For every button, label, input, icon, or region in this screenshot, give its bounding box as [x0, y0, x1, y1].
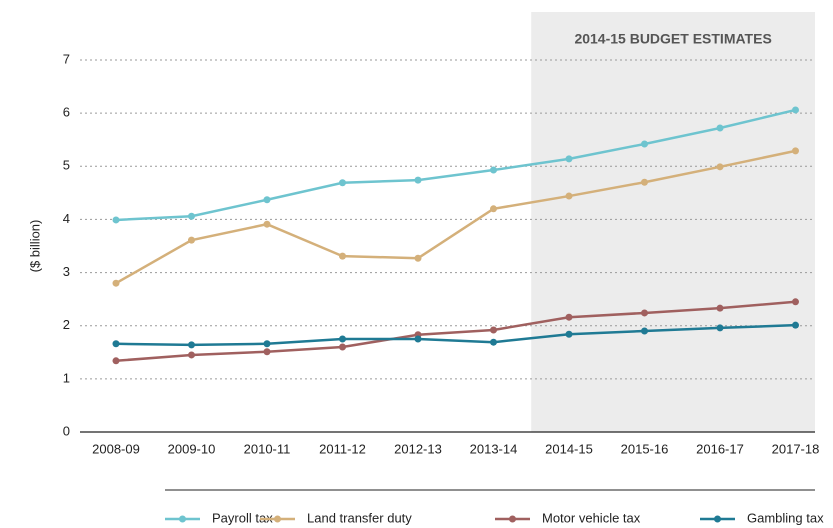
x-tick-label: 2008-09 [92, 441, 140, 456]
data-point [716, 324, 724, 332]
data-point [263, 340, 271, 348]
data-point [565, 155, 573, 163]
data-point [792, 106, 799, 114]
data-point [565, 313, 573, 321]
legend-marker [714, 515, 721, 523]
annotation: 2014-15 BUDGET ESTIMATES [574, 31, 771, 47]
y-tick-label: 2 [63, 317, 70, 332]
legend-marker [274, 515, 281, 523]
legend-item: Motor vehicle tax [495, 510, 641, 525]
legend-item: Payroll tax [165, 510, 273, 525]
series-line [115, 323, 796, 347]
y-tick-label: 4 [63, 211, 70, 226]
data-point [565, 330, 573, 338]
y-tick-label: 6 [63, 105, 70, 120]
data-point [112, 357, 120, 365]
series-line [115, 108, 796, 222]
data-point [716, 124, 724, 132]
y-axis-label: ($ billion) [27, 220, 42, 273]
x-tick-label: 2014-15 [545, 441, 593, 456]
data-point [339, 335, 346, 343]
data-point [565, 192, 573, 200]
legend-label: Land transfer duty [307, 510, 412, 525]
data-point [490, 205, 497, 213]
data-point [112, 216, 120, 224]
series-line [115, 300, 796, 363]
data-point [339, 252, 346, 260]
data-point [641, 178, 648, 186]
data-point [263, 196, 271, 204]
legend-marker [179, 515, 186, 523]
data-point [414, 254, 422, 262]
x-tick-label: 2010-11 [244, 441, 291, 456]
data-point [716, 163, 724, 171]
data-point [188, 236, 195, 244]
data-point [641, 309, 648, 317]
x-tick-label: 2012-13 [394, 441, 442, 456]
data-point [792, 147, 799, 155]
x-tick-label: 2013-14 [470, 441, 518, 456]
data-point [490, 338, 497, 346]
data-point [112, 340, 120, 348]
x-tick-label: 2017-18 [772, 441, 820, 456]
data-point [112, 279, 120, 287]
data-point [339, 179, 346, 187]
y-tick-label: 0 [63, 423, 70, 438]
data-point [188, 351, 195, 359]
x-tick-label: 2015-16 [621, 441, 669, 456]
y-tick-label: 7 [63, 51, 70, 66]
x-tick-label: 2009-10 [168, 441, 216, 456]
y-tick-label: 1 [63, 370, 70, 385]
data-point [490, 166, 497, 174]
data-point [414, 176, 422, 184]
data-point [792, 321, 799, 329]
legend-label: Motor vehicle tax [542, 510, 641, 525]
data-point [414, 335, 422, 343]
data-point [263, 348, 271, 356]
data-point [490, 326, 497, 334]
legend-marker [509, 515, 516, 523]
data-point [339, 343, 346, 351]
data-point [641, 327, 648, 335]
legend-label: Gambling tax [747, 510, 824, 525]
y-tick-label: 3 [63, 264, 70, 279]
data-point [716, 304, 724, 312]
x-tick-label: 2016-17 [696, 441, 744, 456]
data-point [641, 140, 648, 148]
data-point [188, 212, 195, 220]
data-point [263, 220, 271, 228]
x-tick-label: 2011-12 [319, 441, 366, 456]
data-point [792, 298, 799, 306]
legend-label: Payroll tax [212, 510, 273, 525]
y-tick-label: 5 [63, 158, 70, 173]
legend-item: Gambling tax [700, 510, 824, 525]
forecast-region [531, 12, 815, 432]
series-line [115, 149, 796, 285]
legend-item: Land transfer duty [260, 510, 412, 525]
data-point [188, 341, 195, 349]
